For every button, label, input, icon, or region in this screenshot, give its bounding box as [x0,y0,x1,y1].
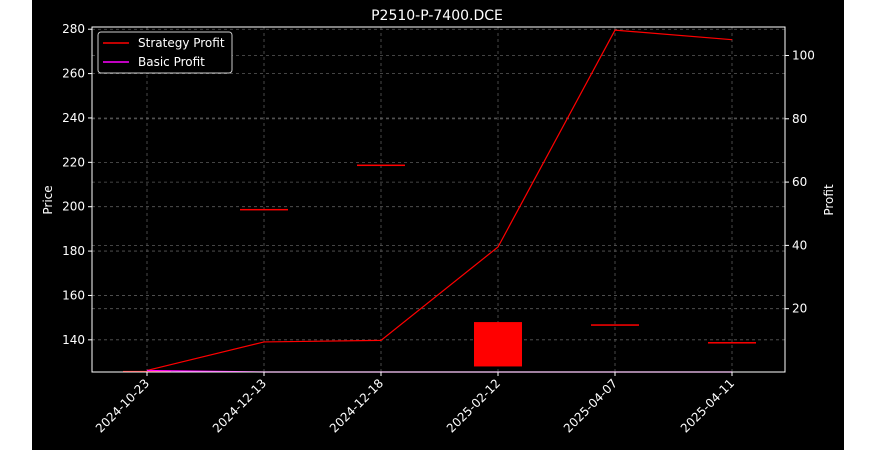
chart-title: P2510-P-7400.DCE [371,8,503,24]
candles [123,164,756,373]
left-tick-label: 280 [62,22,85,36]
right-tick-label: 40 [792,238,807,252]
candle-2025-02-12 [474,322,522,367]
y-axis-label-right: Profit [822,184,836,216]
legend-box [97,31,233,74]
chart-figure: P2510-P-7400.DCE 140 160 180 200 220 240 260 28… [32,0,844,450]
y-axis-label-left: Price [41,185,55,214]
right-tick-label: 20 [792,302,807,316]
left-tick-label: 140 [62,333,85,347]
legend: Strategy Profit Basic Profit [97,31,233,74]
right-tick-label: 60 [792,175,807,189]
x-axis-ticks: 2024-10-23 2024-12-13 2024-12-18 2025-02-12… [93,372,737,435]
candle-2025-04-07 [591,324,639,326]
chart-svg: P2510-P-7400.DCE 140 160 180 200 220 240 260 28… [41,8,836,435]
profit-lines [146,29,733,373]
plot-frame [91,26,786,373]
left-tick-label: 240 [62,111,85,125]
x-tick-label: 2025-04-11 [678,376,737,435]
candle-2024-12-13 [240,208,288,211]
x-tick-label: 2024-10-23 [93,376,152,435]
right-axis-ticks: 20 40 60 80 100 [785,48,815,316]
x-tick-label: 2025-04-07 [561,376,620,435]
grid [92,27,785,372]
left-tick-label: 200 [62,200,85,214]
candle-2024-12-18 [357,164,405,167]
right-tick-label: 100 [792,48,815,62]
left-tick-label: 180 [62,244,85,258]
series-line-strategy-profit [146,29,733,372]
legend-label-basic: Basic Profit [138,55,205,69]
left-tick-label: 260 [62,67,85,81]
left-axis-ticks: 140 160 180 200 220 240 260 280 [62,22,92,347]
left-tick-label: 160 [62,288,85,302]
candle-2025-04-11 [708,342,756,344]
x-tick-label: 2025-02-12 [444,376,503,435]
x-tick-label: 2024-12-18 [327,376,386,435]
x-tick-label: 2024-12-13 [210,376,269,435]
legend-label-strategy: Strategy Profit [138,36,225,50]
left-tick-label: 220 [62,155,85,169]
right-tick-label: 80 [792,112,807,126]
